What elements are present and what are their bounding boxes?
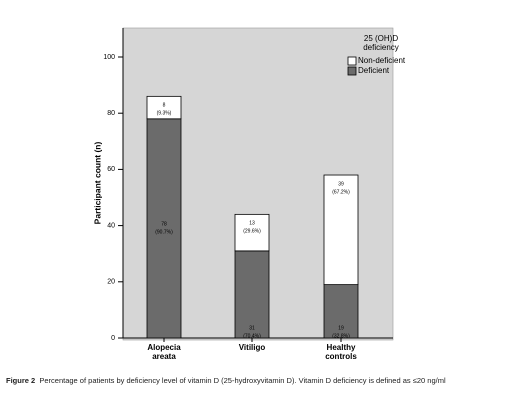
caption: Figure 2 Percentage of patients by defic… bbox=[6, 376, 516, 385]
percent-label: (90.7%) bbox=[155, 230, 173, 236]
value-label: 8 bbox=[163, 103, 166, 109]
bar-segment bbox=[146, 118, 182, 339]
percent-label: (9.3%) bbox=[157, 111, 172, 117]
caption-label: Figure 2 bbox=[6, 376, 36, 385]
value-label: 78 bbox=[161, 222, 167, 228]
value-label: 31 bbox=[249, 325, 255, 331]
y-axis-label: Participant count (n) bbox=[92, 142, 102, 225]
value-label: 13 bbox=[249, 221, 255, 227]
x-tick-label: Healthy controls bbox=[325, 343, 357, 361]
percent-label: (70.4%) bbox=[243, 333, 261, 339]
legend-title: deficiency bbox=[363, 43, 399, 52]
legend-title: 25 (OH)D bbox=[364, 34, 398, 43]
legend-swatch bbox=[347, 66, 357, 76]
percent-label: (32.8%) bbox=[332, 333, 350, 339]
legend-label: Deficient bbox=[358, 66, 390, 75]
x-tick-label: Alopecia areata bbox=[147, 343, 181, 361]
y-tick-label: 80 bbox=[107, 110, 115, 117]
value-label: 39 bbox=[338, 181, 344, 187]
legend-label: Non-deficient bbox=[358, 56, 406, 65]
bar-segment bbox=[323, 284, 359, 339]
caption-text: Percentage of patients by deficiency lev… bbox=[39, 376, 446, 385]
bar-segment bbox=[234, 213, 270, 252]
bar-segment bbox=[323, 174, 359, 286]
value-label: 19 bbox=[338, 325, 344, 331]
y-tick-label: 40 bbox=[107, 222, 115, 229]
y-tick-label: 60 bbox=[107, 166, 115, 173]
y-tick-label: 0 bbox=[111, 335, 115, 342]
chart: Participant count (n) 0 20 40 60 80 100 Alopec… bbox=[92, 27, 406, 361]
percent-label: (29.6%) bbox=[243, 229, 261, 235]
x-tick-label: Vitiligo bbox=[239, 343, 266, 352]
bar-segment bbox=[146, 95, 182, 120]
y-tick-label: 20 bbox=[107, 279, 115, 286]
percent-label: (67.2%) bbox=[332, 189, 350, 195]
bar-segment bbox=[234, 250, 270, 339]
y-tick-label: 100 bbox=[103, 54, 115, 61]
legend-swatch bbox=[347, 56, 357, 66]
